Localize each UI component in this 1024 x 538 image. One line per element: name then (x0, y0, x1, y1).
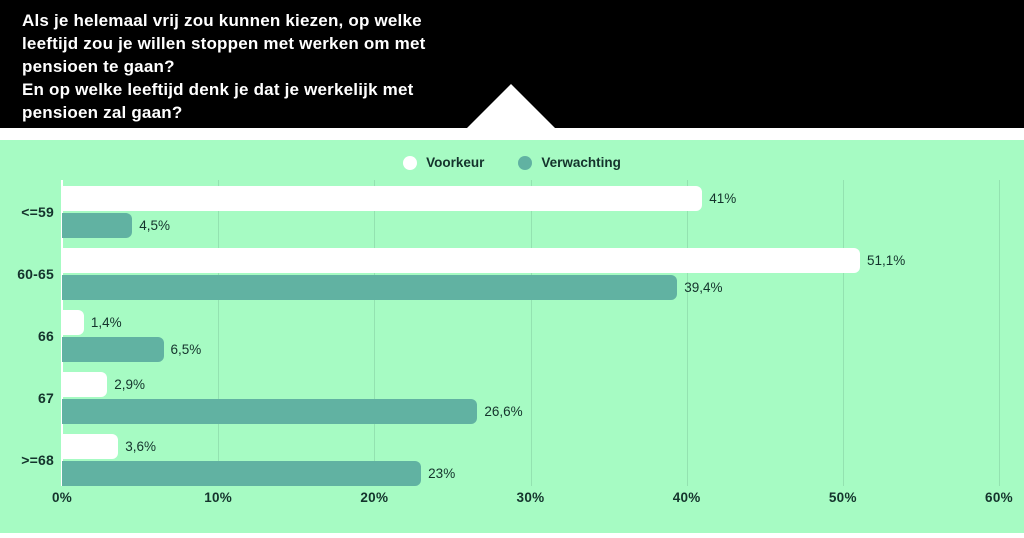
category-row: >=68 3,6% 23% (21, 434, 999, 486)
bar-verwachting (62, 461, 422, 486)
bar-voorkeur (62, 434, 119, 459)
question-text-block: Als je helemaal vrij zou kunnen kiezen, … (0, 0, 520, 124)
x-tick-label: 0% (51, 490, 73, 505)
plot-area: <=59 41% 4,5% 60-65 51,1% 39,4% 66 1,4% 6,5% 67 2,… (17, 180, 1013, 515)
bar-verwachting (62, 213, 133, 238)
legend-swatch-verwachting-icon (518, 155, 533, 170)
category-label: 60-65 (17, 266, 54, 282)
bar-verwachting (62, 399, 478, 424)
value-label: 23% (428, 466, 456, 481)
value-label: 1,4% (90, 315, 122, 330)
bar-verwachting (62, 337, 164, 362)
x-tick-label: 50% (828, 490, 857, 505)
value-label: 4,5% (139, 218, 171, 233)
category-row: 67 2,9% 26,6% (38, 372, 999, 424)
value-label: 2,9% (114, 377, 146, 392)
category-row: <=59 41% 4,5% (21, 186, 999, 238)
x-tick-label: 20% (360, 490, 389, 505)
x-tick-label: 40% (672, 490, 701, 505)
bar-line-voorkeur: 1,4% (62, 310, 999, 335)
gridline (686, 180, 688, 486)
chart-rows: <=59 41% 4,5% 60-65 51,1% 39,4% 66 1,4% 6,5% 67 2,… (17, 186, 999, 486)
question-header: Als je helemaal vrij zou kunnen kiezen, … (0, 0, 1024, 128)
bar-voorkeur (62, 186, 703, 211)
bar-line-verwachting: 26,6% (62, 399, 999, 424)
gridline (842, 180, 844, 486)
category-row: 60-65 51,1% 39,4% (17, 248, 999, 300)
value-label: 26,6% (484, 404, 523, 419)
bar-voorkeur (62, 248, 860, 273)
speech-bubble-pointer (467, 84, 555, 128)
bar-voorkeur (62, 310, 84, 335)
bar-line-verwachting: 6,5% (62, 337, 999, 362)
category-row: 66 1,4% 6,5% (38, 310, 999, 362)
gridline (530, 180, 532, 486)
category-label: <=59 (21, 204, 54, 220)
legend-label-verwachting: Verwachting (541, 155, 621, 170)
question-line-preference: Als je helemaal vrij zou kunnen kiezen, … (22, 11, 426, 76)
bar-line-verwachting: 23% (62, 461, 999, 486)
question-line-expectation: En op welke leeftijd denk je dat je werk… (22, 80, 414, 122)
bar-verwachting (62, 275, 678, 300)
x-tick-label: 10% (204, 490, 233, 505)
x-tick-label: 30% (516, 490, 545, 505)
gridline (374, 180, 376, 486)
category-label: >=68 (21, 452, 54, 468)
bar-line-verwachting: 4,5% (62, 213, 999, 238)
bar-line-voorkeur: 3,6% (62, 434, 999, 459)
value-label: 51,1% (867, 253, 906, 268)
chart-legend: Voorkeur Verwachting (0, 155, 1024, 170)
bar-line-voorkeur: 2,9% (62, 372, 999, 397)
x-axis-ticks: 0% 10% 20% 30% 40% 50% 60% (52, 490, 1013, 508)
value-label: 6,5% (170, 342, 202, 357)
legend-item-verwachting: Verwachting (518, 155, 621, 170)
bar-line-voorkeur: 51,1% (62, 248, 999, 273)
x-tick-label: 60% (985, 490, 1013, 505)
value-label: 41% (709, 191, 737, 206)
bar-line-voorkeur: 41% (62, 186, 999, 211)
value-label: 39,4% (684, 280, 723, 295)
legend-item-voorkeur: Voorkeur (403, 155, 484, 170)
legend-swatch-voorkeur-icon (403, 155, 418, 170)
bar-voorkeur (62, 372, 108, 397)
chart-panel: Voorkeur Verwachting <=59 41% 4,5% 60-65 51,… (0, 140, 1024, 533)
category-label: 66 (38, 328, 54, 344)
bar-line-verwachting: 39,4% (62, 275, 999, 300)
gridline (999, 180, 1000, 486)
category-label: 67 (38, 390, 54, 406)
legend-label-voorkeur: Voorkeur (426, 155, 485, 170)
value-label: 3,6% (125, 439, 156, 454)
gridline (218, 180, 220, 486)
